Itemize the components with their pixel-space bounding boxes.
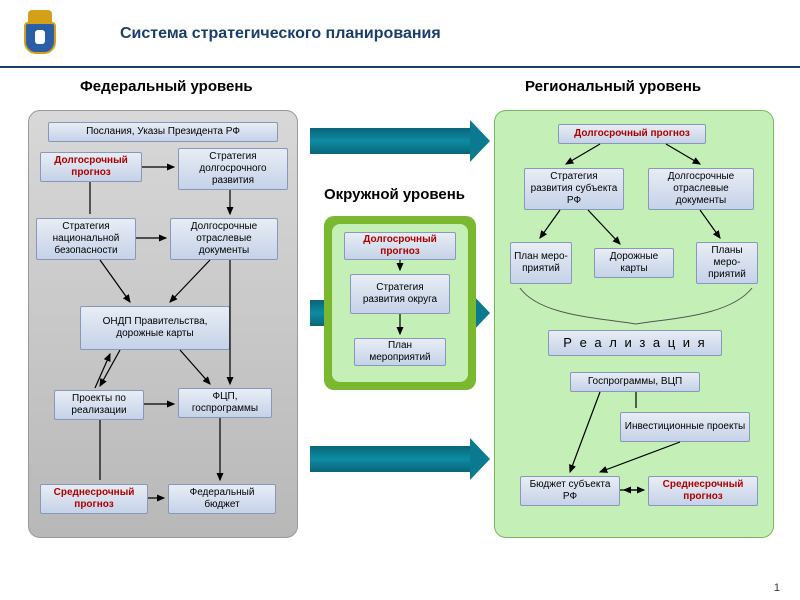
district-title: Окружной уровень xyxy=(324,186,465,203)
page-number: 1 xyxy=(774,582,780,594)
reg-box-8: Инвестиционные проекты xyxy=(620,412,750,442)
reg-box-10: Среднесрочный прогноз xyxy=(648,476,758,506)
regional-title: Региональный уровень xyxy=(525,78,701,95)
reg-box-1: Долгосрочный прогноз xyxy=(558,124,706,144)
okr-box-2: Стратегия развития округа xyxy=(350,274,450,314)
federal-title: Федеральный уровень xyxy=(80,78,253,95)
okr-box-3: План мероприятий xyxy=(354,338,446,366)
reg-box-3: Долгосрочные отраслевые документы xyxy=(648,168,754,210)
realization-label: Р е а л и з а ц и я xyxy=(548,330,722,356)
fed-box-3: Стратегия долгосрочного развития xyxy=(178,148,288,190)
reg-box-6: Планы меро-приятий xyxy=(696,242,758,284)
fed-box-5: Долгосрочные отраслевые документы xyxy=(170,218,278,260)
fed-box-8: ФЦП, госпрограммы xyxy=(178,388,272,418)
fed-box-10: Федеральный бюджет xyxy=(168,484,276,514)
okr-box-1: Долгосрочный прогноз xyxy=(344,232,456,260)
bigarrow-1 xyxy=(310,128,470,154)
page-title: Система стратегического планирования xyxy=(120,25,441,43)
reg-box-2: Стратегия развития субъекта РФ xyxy=(524,168,624,210)
reg-box-9: Бюджет субъекта РФ xyxy=(520,476,620,506)
coat-of-arms-icon xyxy=(20,10,60,58)
reg-box-7: Госпрограммы, ВЦП xyxy=(570,372,700,392)
reg-box-4: План меро-приятий xyxy=(510,242,572,284)
fed-box-7: Проекты по реализации xyxy=(54,390,144,420)
bigarrow-3 xyxy=(310,446,470,472)
fed-box-1: Послания, Указы Президента РФ xyxy=(48,122,278,142)
fed-box-4: Стратегия национальной безопасности xyxy=(36,218,136,260)
fed-box-9: Среднесрочный прогноз xyxy=(40,484,148,514)
fed-box-2: Долгосрочный прогноз xyxy=(40,152,142,182)
fed-box-6: ОНДП Правительства, дорожные карты xyxy=(80,306,230,350)
reg-box-5: Дорожные карты xyxy=(594,248,674,278)
diagram-area: Федеральный уровень Региональный уровень… xyxy=(0,68,800,600)
